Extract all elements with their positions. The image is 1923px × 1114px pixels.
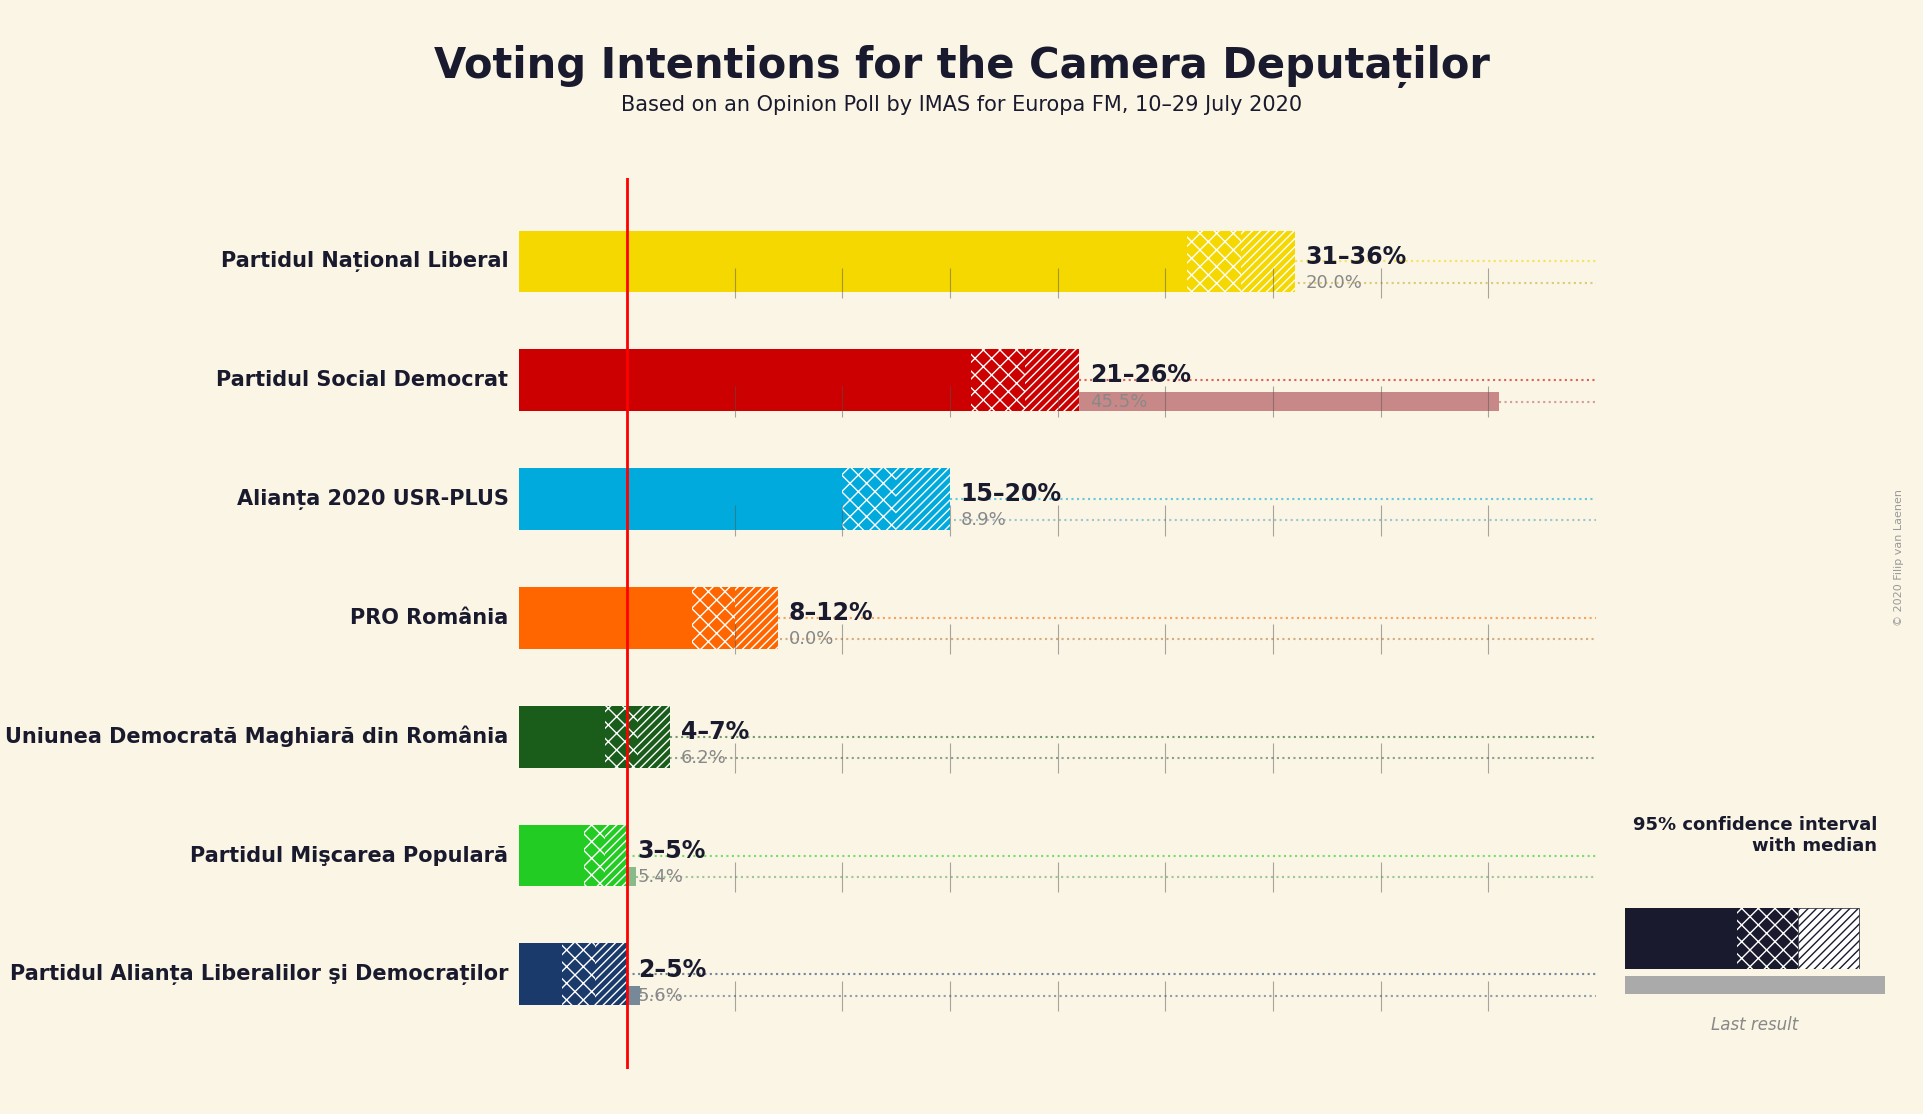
Bar bbox=[585, 824, 606, 887]
Text: 5.4%: 5.4% bbox=[638, 868, 683, 886]
Text: Alianța 2020 USR-PLUS: Alianța 2020 USR-PLUS bbox=[237, 489, 508, 509]
Bar bbox=[519, 706, 606, 768]
Bar bbox=[1240, 231, 1294, 292]
Bar bbox=[519, 824, 585, 887]
Bar bbox=[1025, 350, 1079, 411]
Bar bbox=[519, 587, 692, 648]
Text: PRO România: PRO România bbox=[350, 608, 508, 628]
Bar bbox=[735, 587, 777, 648]
Text: Partidul Alianța Liberalilor şi Democraților: Partidul Alianța Liberalilor şi Democraț… bbox=[10, 964, 508, 985]
Bar bbox=[519, 986, 640, 1005]
Bar bbox=[594, 944, 627, 1005]
Bar bbox=[1625, 908, 1738, 969]
Text: 3–5%: 3–5% bbox=[638, 839, 706, 863]
Text: 21–26%: 21–26% bbox=[1090, 363, 1190, 388]
Bar bbox=[896, 468, 950, 530]
Bar bbox=[1738, 908, 1798, 969]
Bar bbox=[519, 944, 562, 1005]
Text: 8.9%: 8.9% bbox=[962, 511, 1006, 529]
Text: Partidul Social Democrat: Partidul Social Democrat bbox=[217, 370, 508, 390]
Text: 0.0%: 0.0% bbox=[788, 631, 835, 648]
Text: 20.0%: 20.0% bbox=[1306, 274, 1361, 292]
Text: Partidul Național Liberal: Partidul Național Liberal bbox=[221, 251, 508, 272]
Bar bbox=[842, 468, 896, 530]
Bar bbox=[519, 231, 1186, 292]
Text: 31–36%: 31–36% bbox=[1306, 245, 1406, 268]
Text: Partidul Mişcarea Populară: Partidul Mişcarea Populară bbox=[190, 846, 508, 866]
Bar bbox=[1186, 231, 1240, 292]
Text: 5.6%: 5.6% bbox=[638, 987, 683, 1005]
Bar bbox=[1798, 908, 1858, 969]
Bar bbox=[638, 706, 669, 768]
Text: 15–20%: 15–20% bbox=[962, 482, 1061, 507]
Text: 8–12%: 8–12% bbox=[788, 602, 873, 625]
Bar bbox=[519, 468, 842, 530]
Bar bbox=[519, 350, 971, 411]
Text: Last result: Last result bbox=[1711, 1016, 1798, 1034]
Text: Uniunea Democrată Maghiară din România: Uniunea Democrată Maghiară din România bbox=[6, 726, 508, 747]
Text: Based on an Opinion Poll by IMAS for Europa FM, 10–29 July 2020: Based on an Opinion Poll by IMAS for Eur… bbox=[621, 95, 1302, 115]
Bar bbox=[562, 944, 594, 1005]
Bar bbox=[606, 824, 627, 887]
Text: 4–7%: 4–7% bbox=[681, 720, 748, 744]
Text: 45.5%: 45.5% bbox=[1090, 392, 1148, 411]
Bar bbox=[519, 511, 712, 530]
Bar bbox=[519, 392, 1500, 411]
Bar bbox=[519, 868, 635, 887]
Text: © 2020 Filip van Laenen: © 2020 Filip van Laenen bbox=[1894, 489, 1904, 625]
Text: Voting Intentions for the Camera Deputaților: Voting Intentions for the Camera Deputaț… bbox=[433, 45, 1490, 88]
Bar bbox=[692, 587, 735, 648]
Text: 6.2%: 6.2% bbox=[681, 749, 727, 768]
Bar bbox=[606, 706, 638, 768]
Bar bbox=[519, 749, 652, 768]
Bar bbox=[519, 273, 950, 292]
Bar bbox=[971, 350, 1025, 411]
Text: 95% confidence interval
with median: 95% confidence interval with median bbox=[1633, 817, 1877, 854]
Text: 2–5%: 2–5% bbox=[638, 958, 706, 981]
